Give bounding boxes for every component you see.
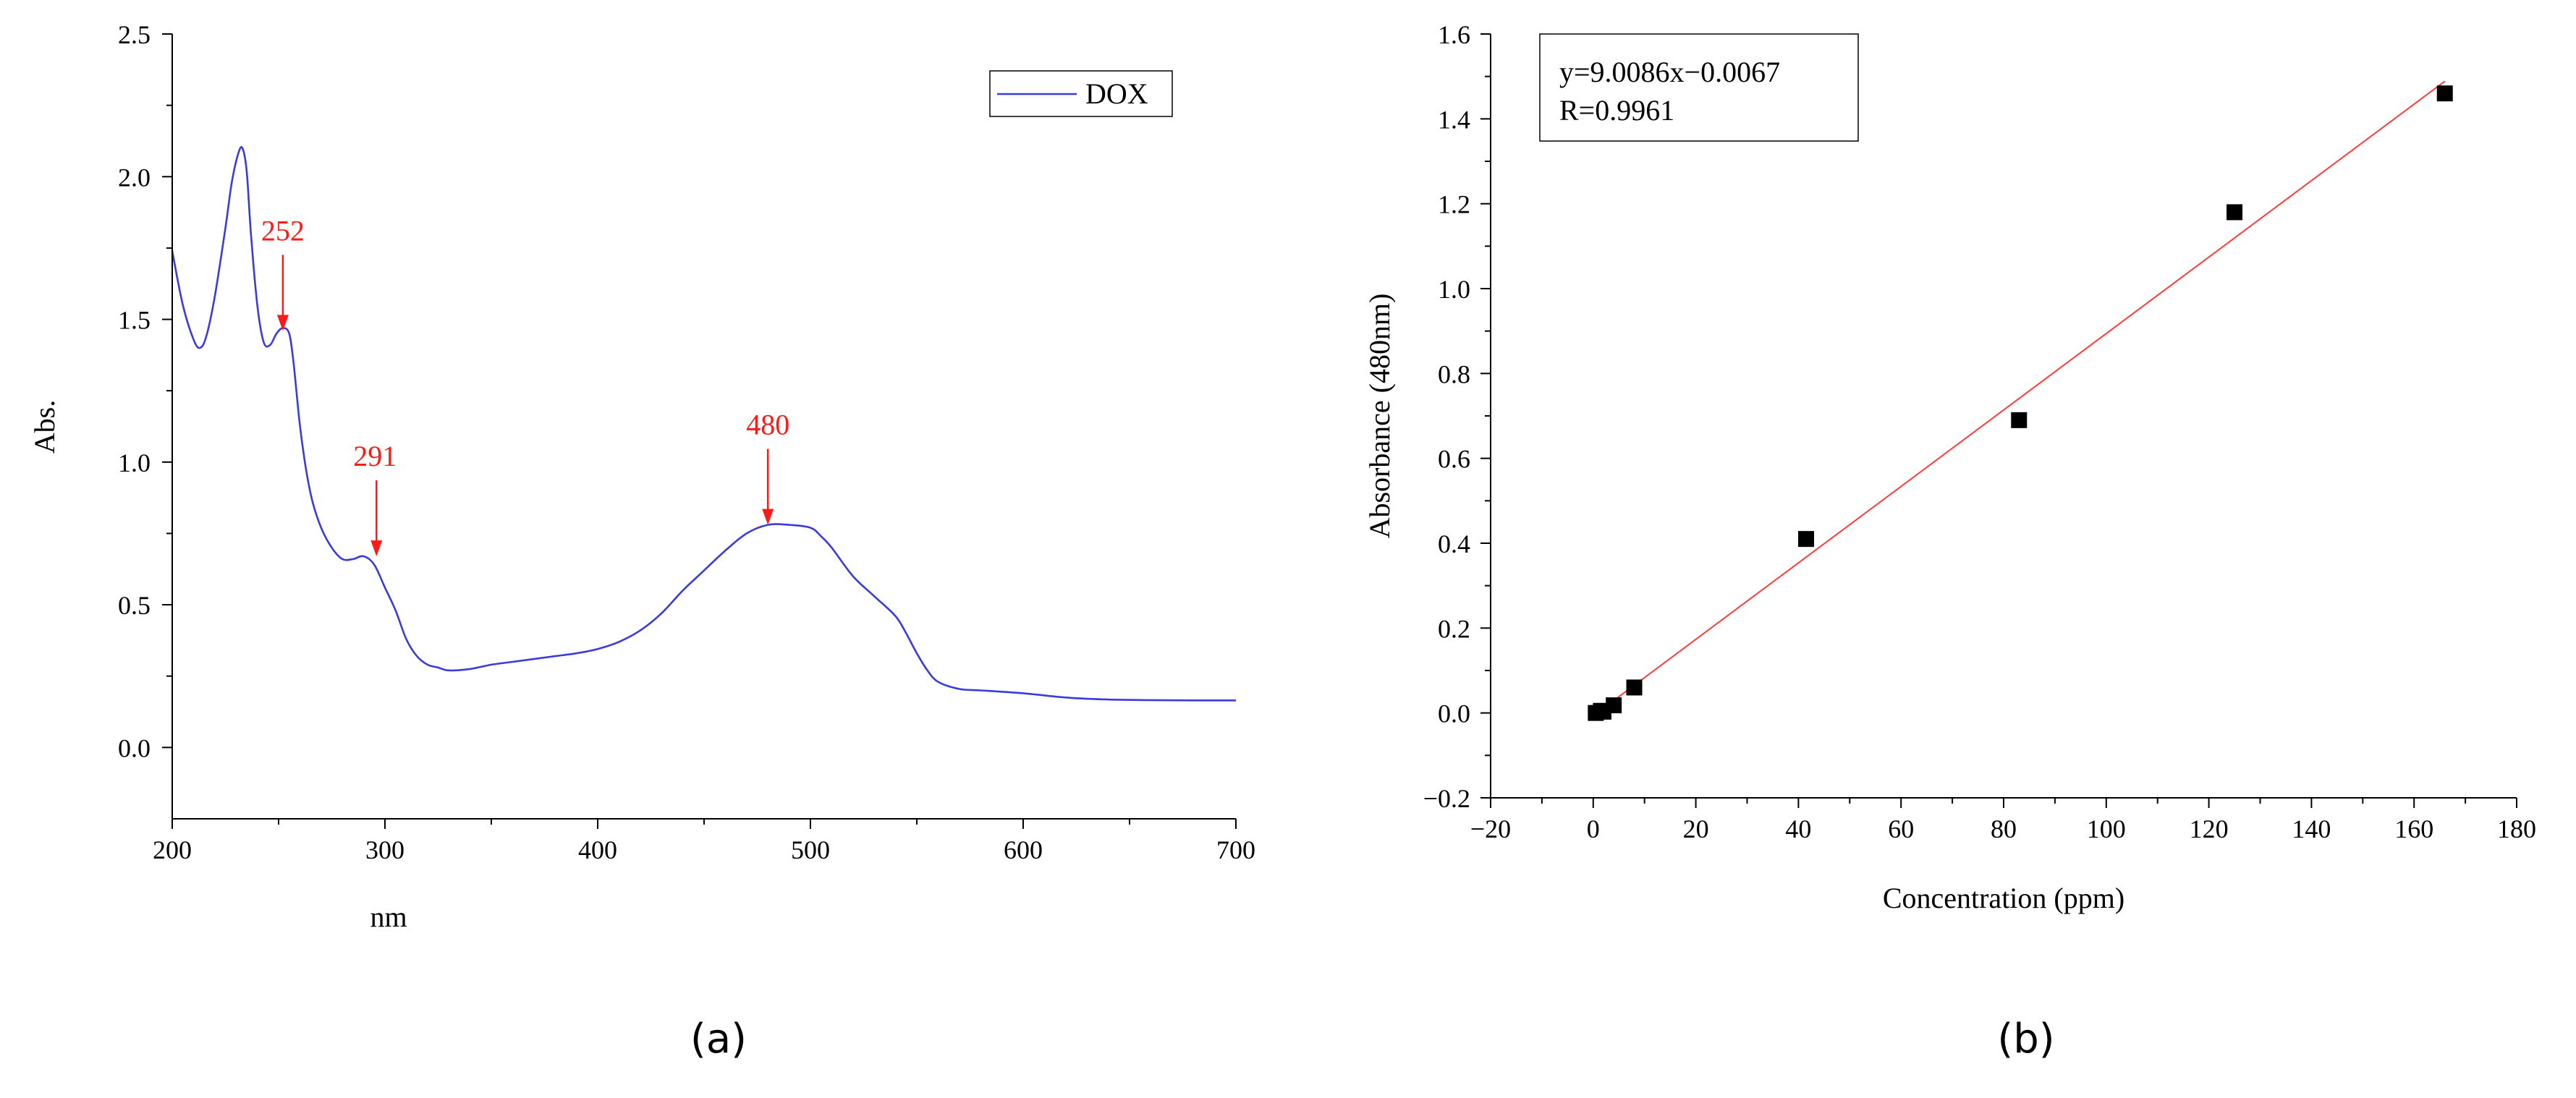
panel-b-x-tick-label: 80 [1991,814,2017,843]
annotation-arrow-head-291 [370,540,383,557]
data-point-marker [2227,204,2243,221]
panel-a-x-tick-label: 500 [791,835,830,864]
panel-a-x-label: nm [370,901,407,933]
panel-a-caption: (a) [690,1016,747,1063]
panel-b-x-tick-label: 160 [2394,814,2433,843]
panel-a-y-tick-label: 0.5 [118,591,151,620]
panel-a-axes [171,34,1236,820]
peak-label-252: 252 [261,214,305,247]
panel-a-y-tick-label: 1.0 [118,448,151,477]
peak-label-291: 291 [353,440,397,472]
panel-b-y-tick-label: 0.2 [1438,614,1470,643]
panel-a-y-tick-label: 2.5 [118,20,151,49]
panel-b-x-tick-label: 100 [2087,814,2126,843]
panel-a-annotations: 252 291 480 [261,214,789,557]
panel-b-axes [1490,34,2517,799]
panel-b-x-tick-label: 0 [1587,814,1600,843]
data-point-marker [1606,697,1622,714]
panel-b-x-tick-label: 60 [1888,814,1914,843]
panel-b-y-tick-label: 1.4 [1438,105,1470,134]
panel-b-x-label: Concentration (ppm) [1883,882,2124,914]
data-point-marker [1798,531,1815,548]
panel-b-x-tick-label: 140 [2292,814,2331,843]
panel-b-x-tick-label: 120 [2190,814,2229,843]
legend-label-dox: DOX [1085,77,1148,110]
peak-label-480: 480 [746,409,789,441]
panel-b-x-tick-label: −20 [1470,814,1511,843]
panel-b-y-label: Absorbance (480nm) [1363,294,1396,539]
panel-a-chart: 0.0 0.5 1.0 1.5 2.0 2.5 200 300 400 500 600 700 252… [28,20,1255,1063]
panel-b-caption: (b) [1997,1016,2054,1063]
dox-absorbance-curve [171,145,1236,702]
legend: DOX [989,70,1173,117]
panel-b-y-tick-label: −0.2 [1423,784,1470,813]
panel-a-x-tick-label: 600 [1004,835,1043,864]
panel-b-x-tick-label: 180 [2497,814,2536,843]
panel-b-points [1588,85,2453,721]
panel-a-x-tick-label: 700 [1216,835,1255,864]
panel-b-y-tick-label: 1.6 [1438,20,1470,49]
equation-box-frame [1539,33,1859,142]
data-point-marker [2011,412,2028,428]
panel-b-x-tick-label: 40 [1785,814,1811,843]
panel-b-y-tick-label: 0.4 [1438,529,1470,558]
panel-b-y-tick-label: 0.6 [1438,445,1470,474]
panel-a-y-tick-label: 2.0 [118,163,151,192]
data-point-marker [1626,679,1643,696]
fit-equation: y=9.0086x−0.0067 [1559,56,1780,88]
panel-b-y-tick-label: 0.8 [1438,359,1470,388]
equation-box: y=9.0086x−0.0067 R=0.9961 [1539,33,1859,142]
annotation-arrow-head-252 [276,315,289,331]
panel-a-x-tick-label: 300 [365,835,404,864]
fit-r-value: R=0.9961 [1559,94,1674,127]
panel-b-y-tick-label: 1.0 [1438,275,1470,304]
panel-b-ticks: −0.2 0.0 0.2 0.4 0.6 0.8 1.0 1.2 1.4 1.6 −20 0 20 40 6… [1423,20,2536,843]
panel-a-x-tick-label: 400 [578,835,617,864]
panel-b-x-tick-label: 20 [1683,814,1709,843]
panel-a-ticks: 0.0 0.5 1.0 1.5 2.0 2.5 200 300 400 500 600 700 [118,20,1255,864]
panel-b-y-tick-label: 1.2 [1438,190,1470,219]
panel-b-chart: −0.2 0.0 0.2 0.4 0.6 0.8 1.0 1.2 1.4 1.6 −20 0 20 40 6… [1363,20,2536,1063]
linear-fit-line [1595,80,2446,715]
data-point-marker [2436,85,2453,102]
panel-b-y-tick-label: 0.0 [1438,699,1470,728]
panel-a-y-tick-label: 1.5 [118,306,151,335]
annotation-arrow-head-480 [762,508,774,525]
panel-a-y-label: Abs. [28,400,61,454]
panel-a-y-tick-label: 0.0 [118,733,151,762]
panel-a-x-tick-label: 200 [153,835,192,864]
